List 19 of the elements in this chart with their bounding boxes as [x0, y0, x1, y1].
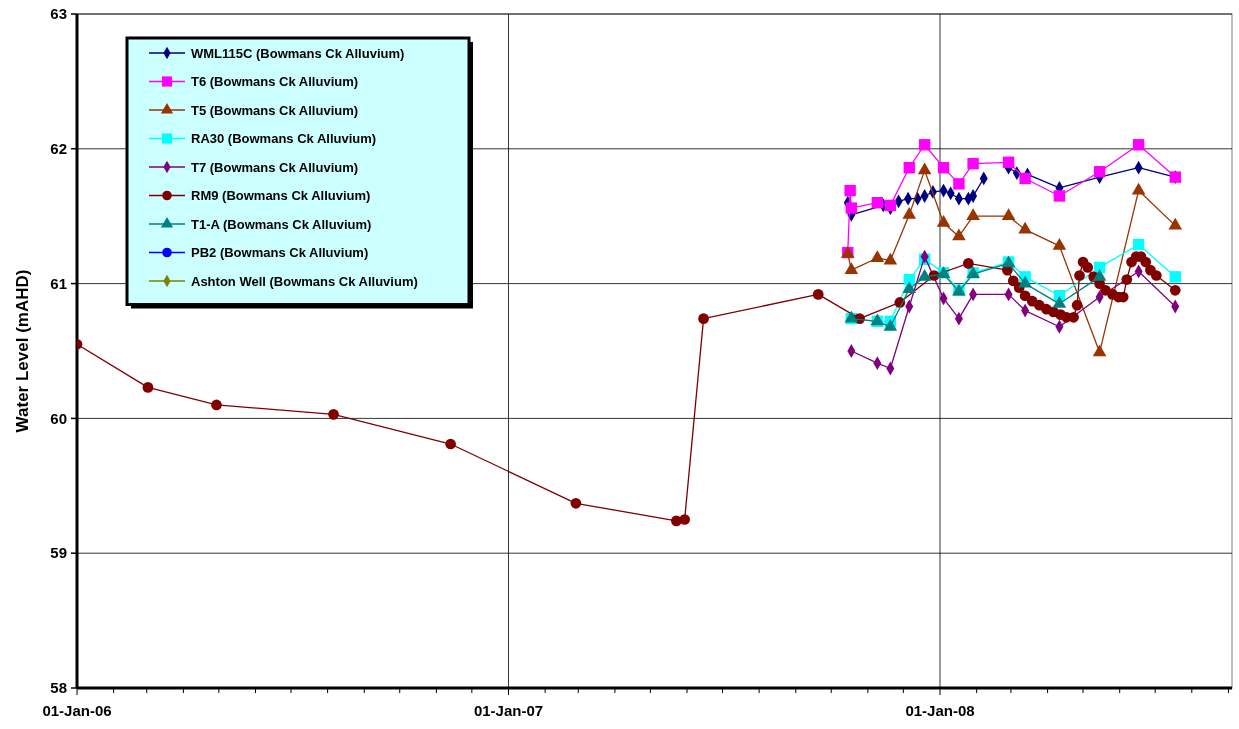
legend-label: RA30 (Bowmans Ck Alluvium) — [191, 131, 377, 147]
legend-label: RM9 (Bowmans Ck Alluvium) — [191, 188, 371, 204]
y-tick-label: 58 — [50, 679, 67, 697]
y-tick-label: 62 — [50, 140, 67, 158]
legend-label: T6 (Bowmans Ck Alluvium) — [191, 74, 359, 90]
y-axis-title: Water Level (mAHD) — [13, 269, 32, 433]
x-tick-label: 01-Jan-08 — [905, 702, 975, 719]
legend-label: T7 (Bowmans Ck Alluvium) — [191, 159, 359, 175]
legend-label: T5 (Bowmans Ck Alluvium) — [191, 102, 359, 118]
y-tick-label: 61 — [50, 274, 67, 292]
x-tick-label: 01-Jan-07 — [473, 702, 544, 719]
y-tick-label: 60 — [50, 409, 67, 427]
legend-label: WML115C (Bowmans Ck Alluvium) — [191, 45, 405, 61]
legend-label: PB2 (Bowmans Ck Alluvium) — [191, 245, 369, 261]
legend-label: Ashton Well (Bowmans Ck Alluvium) — [191, 273, 418, 289]
x-tick-label: 01-Jan-06 — [42, 702, 112, 719]
y-tick-label: 63 — [50, 5, 67, 23]
y-tick-label: 59 — [50, 544, 67, 562]
legend-label: T1-A (Bowmans Ck Alluvium) — [191, 216, 372, 232]
